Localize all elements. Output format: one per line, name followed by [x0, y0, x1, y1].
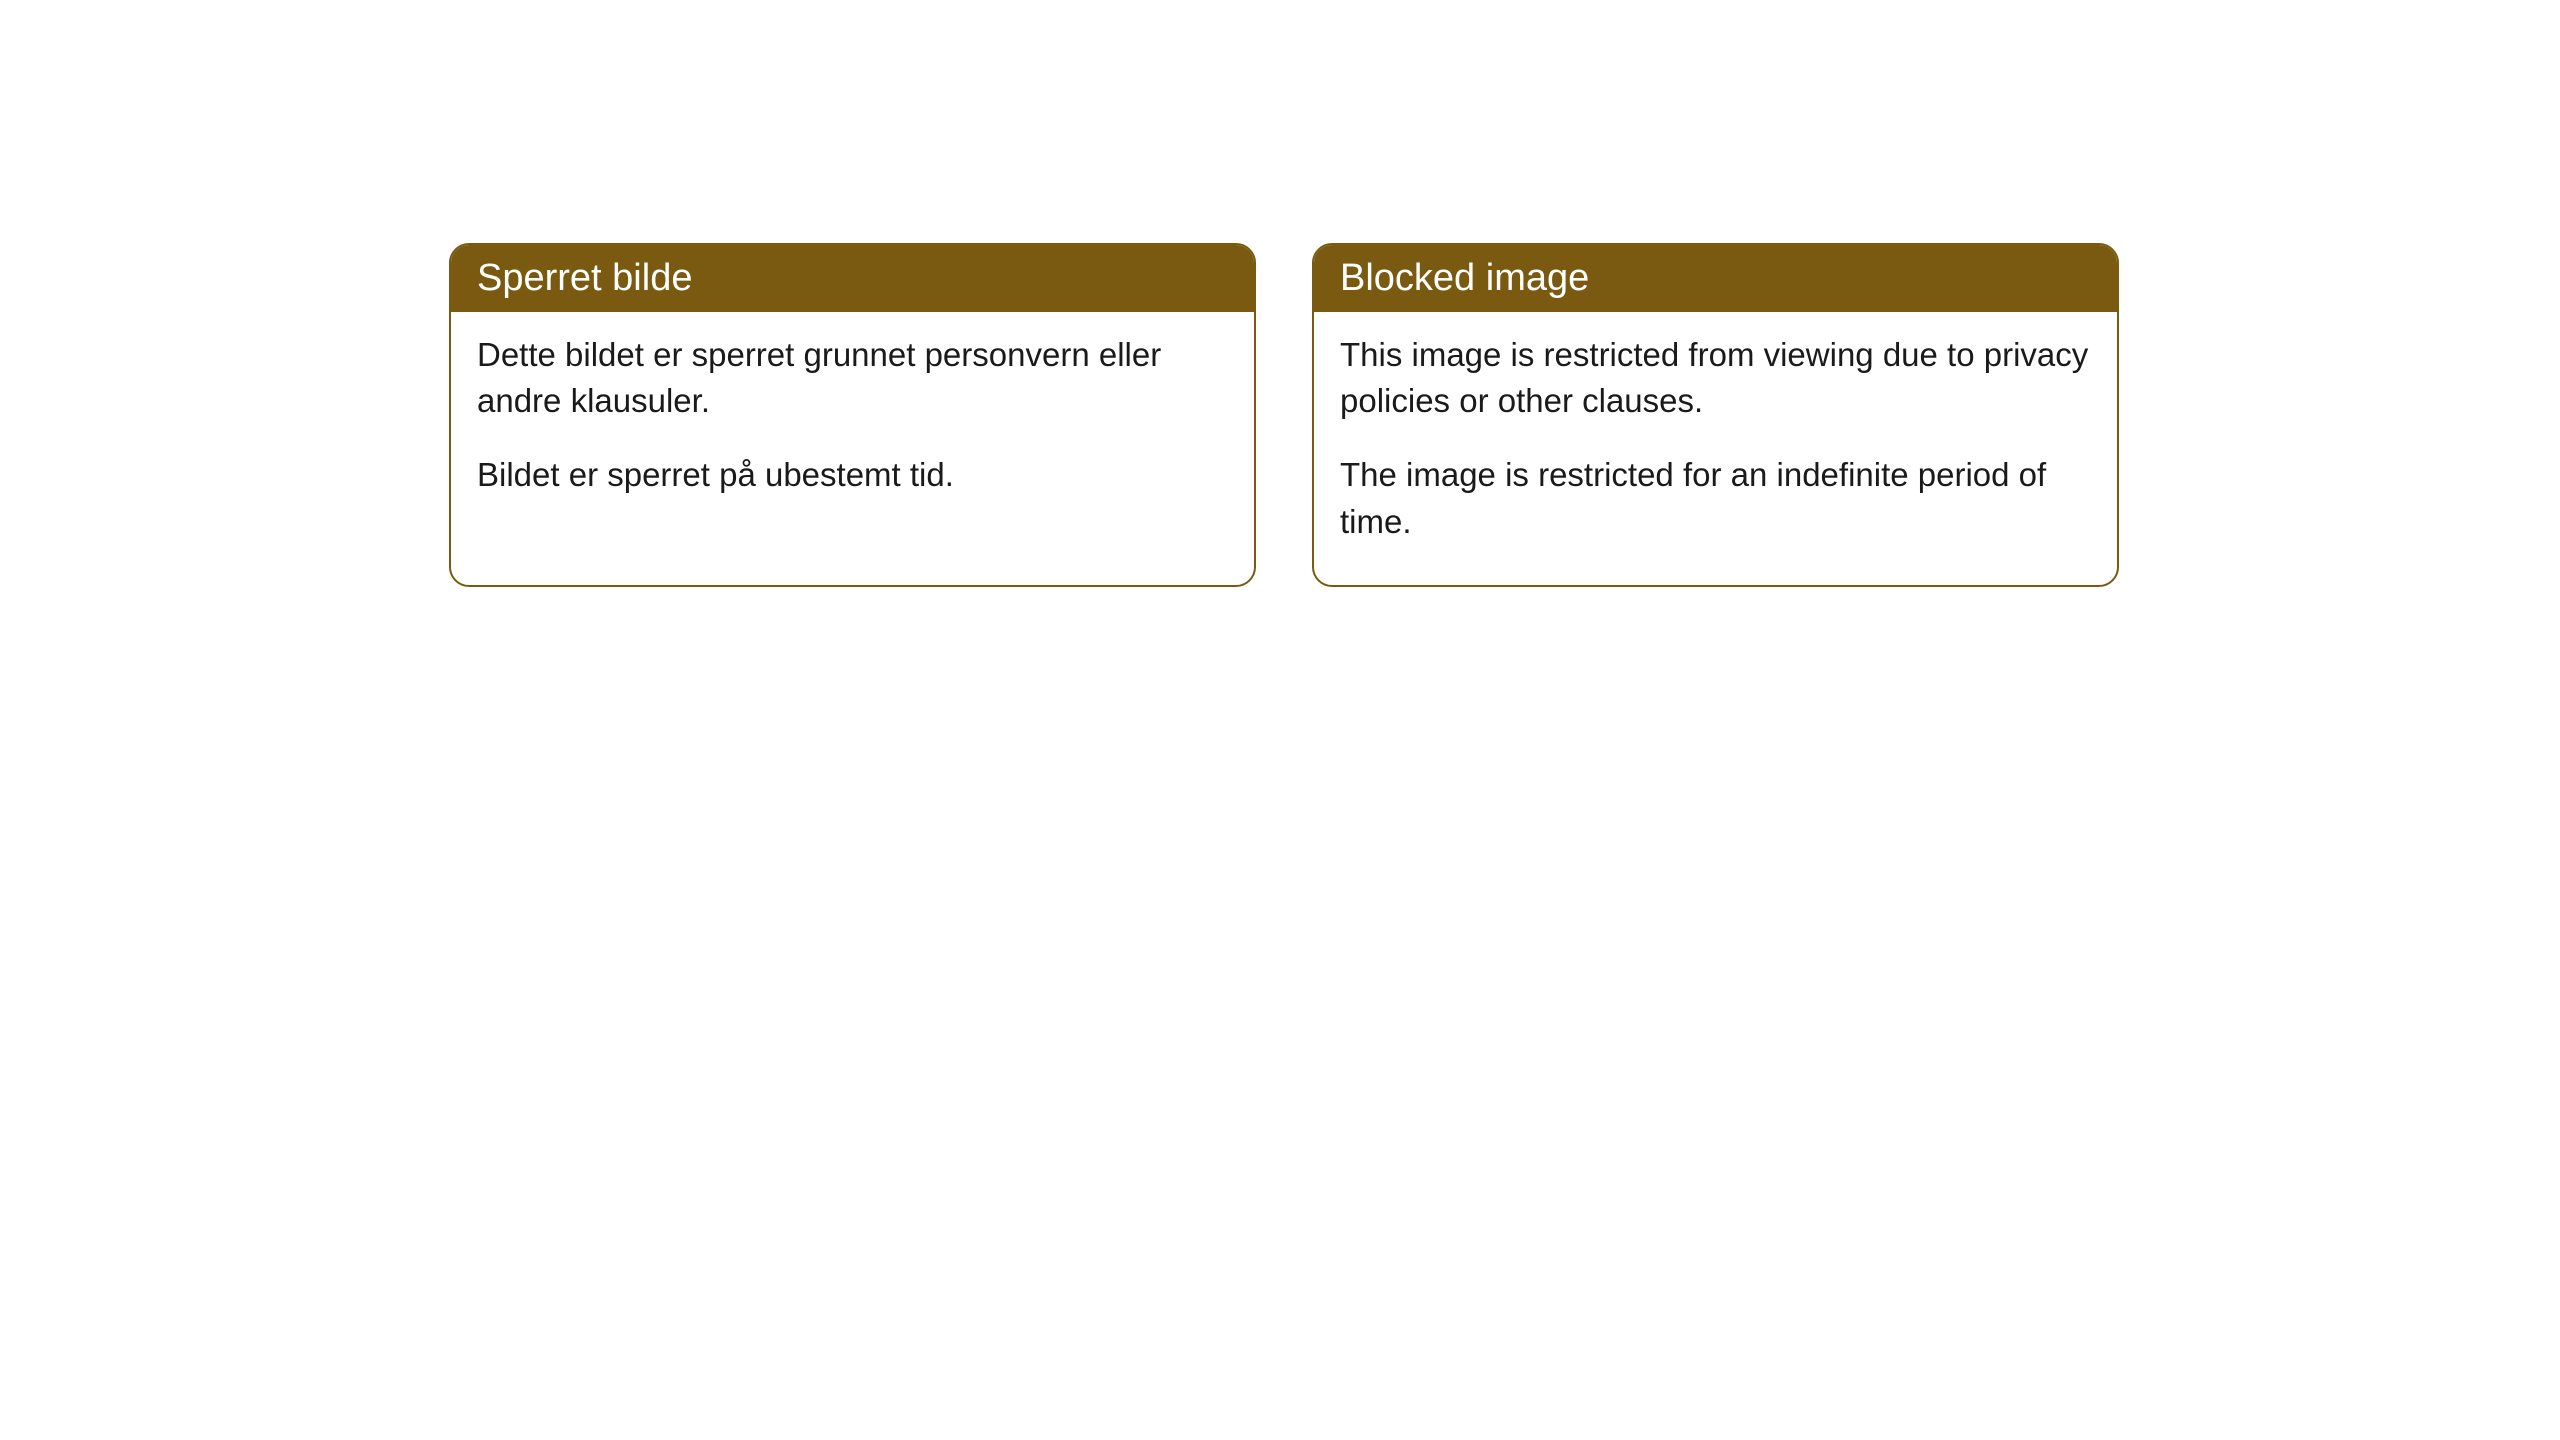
restriction-reason-text: Dette bildet er sperret grunnet personve…: [477, 332, 1228, 424]
card-body: Dette bildet er sperret grunnet personve…: [451, 312, 1254, 539]
restriction-reason-text: This image is restricted from viewing du…: [1340, 332, 2091, 424]
card-header: Blocked image: [1314, 245, 2117, 312]
restriction-duration-text: Bildet er sperret på ubestemt tid.: [477, 452, 1228, 498]
restriction-duration-text: The image is restricted for an indefinit…: [1340, 452, 2091, 544]
card-container: Sperret bilde Dette bildet er sperret gr…: [0, 0, 2560, 587]
card-body: This image is restricted from viewing du…: [1314, 312, 2117, 585]
card-header: Sperret bilde: [451, 245, 1254, 312]
blocked-image-card-norwegian: Sperret bilde Dette bildet er sperret gr…: [449, 243, 1256, 587]
blocked-image-card-english: Blocked image This image is restricted f…: [1312, 243, 2119, 587]
